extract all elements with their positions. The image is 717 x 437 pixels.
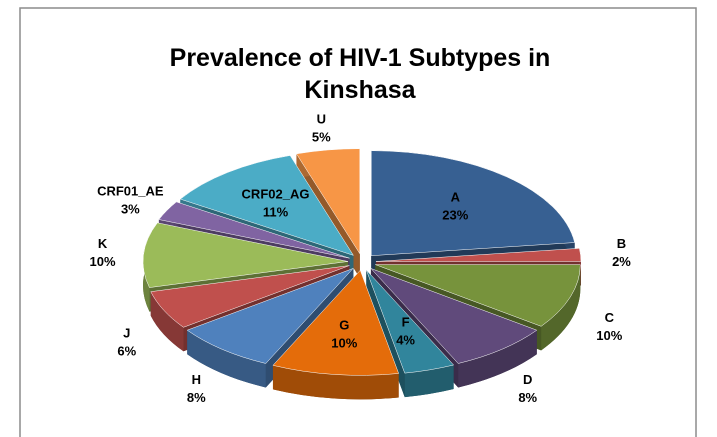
- value-label: 23%: [442, 207, 468, 222]
- slice: [158, 201, 350, 259]
- category-label: G: [339, 317, 349, 332]
- value-label: 8%: [518, 390, 537, 405]
- value-label: 6%: [117, 344, 136, 359]
- slice: [186, 268, 354, 364]
- category-label: U: [317, 112, 326, 127]
- category-label: J: [123, 326, 130, 341]
- value-label: 4%: [396, 332, 415, 347]
- value-label: 10%: [89, 254, 115, 269]
- slice-side: [187, 330, 266, 388]
- slice: [375, 248, 582, 262]
- value-label: 3%: [121, 201, 140, 216]
- value-label: 2%: [612, 254, 631, 269]
- slice: [272, 269, 400, 376]
- slice: [296, 148, 361, 255]
- slice: [371, 150, 575, 256]
- slice-side: [541, 264, 581, 351]
- category-label: D: [523, 372, 532, 387]
- value-label: 10%: [331, 335, 357, 350]
- slice: [179, 155, 355, 256]
- slice: [366, 269, 455, 374]
- chart-title: Prevalence of HIV-1 Subtypes in Kinshasa: [169, 44, 551, 104]
- category-label: A: [451, 189, 461, 204]
- category-label: CRF02_AG: [242, 186, 310, 201]
- slice: [375, 264, 581, 327]
- category-label: C: [605, 310, 615, 325]
- slice: [370, 268, 538, 364]
- category-label: F: [402, 314, 410, 329]
- slice-side: [404, 364, 454, 398]
- value-label: 5%: [312, 130, 331, 145]
- slice-side: [150, 291, 184, 352]
- category-label: K: [98, 236, 108, 251]
- slice-side: [272, 365, 399, 400]
- slice: [150, 265, 350, 328]
- category-label: B: [617, 236, 626, 251]
- slice: [142, 222, 349, 288]
- category-label: CRF01_AE: [97, 183, 164, 198]
- value-label: 10%: [596, 328, 622, 343]
- value-label: 11%: [263, 204, 289, 219]
- value-label: 8%: [187, 390, 206, 405]
- category-label: H: [192, 372, 201, 387]
- slice-side: [458, 330, 537, 388]
